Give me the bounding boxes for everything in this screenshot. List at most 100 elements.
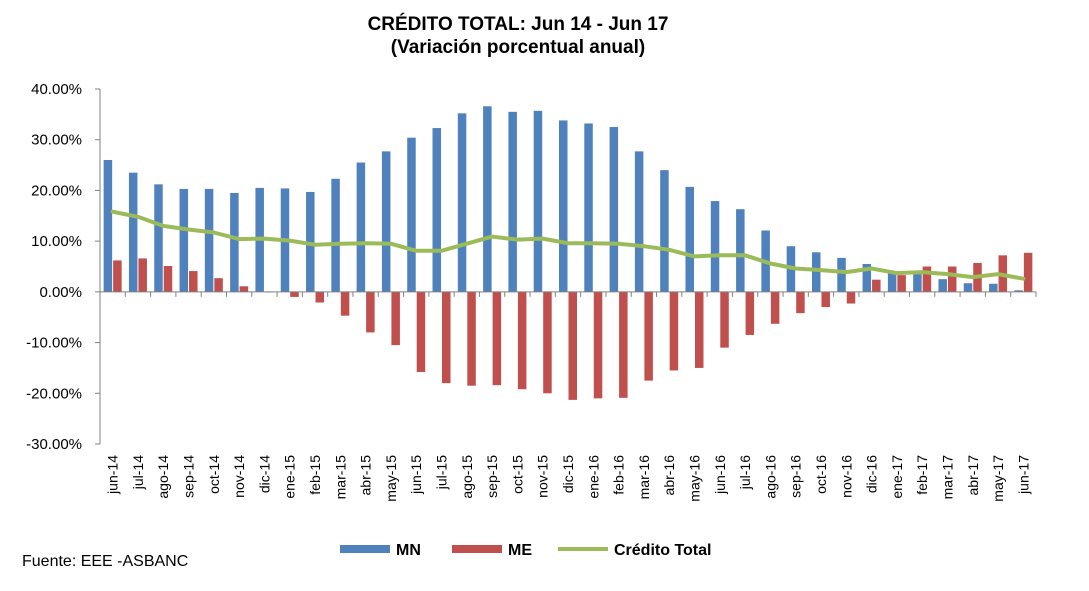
x-tick-label: ago-16 (762, 455, 778, 499)
legend: MN ME Crédito Total (340, 542, 711, 559)
bar-mn (533, 110, 543, 292)
x-tick-label: may-15 (383, 455, 399, 502)
x-tick-label: ago-14 (155, 455, 171, 499)
bar-me (897, 275, 906, 292)
bar-me (290, 291, 299, 297)
x-tick-label: nov-16 (838, 455, 854, 498)
legend-item: MN (340, 542, 421, 559)
bar-mn (204, 188, 214, 292)
x-tick-label: abr-16 (661, 455, 677, 496)
chart-title: CRÉDITO TOTAL: Jun 14 - Jun 17 (368, 13, 669, 35)
x-tick-label: jul-15 (434, 455, 450, 490)
bar-me (214, 278, 223, 292)
legend-swatch (452, 545, 502, 553)
x-tick-label: jul-16 (737, 455, 753, 490)
x-tick-label: jul-14 (130, 455, 146, 490)
x-tick-label: feb-15 (307, 455, 323, 495)
bar-mn (634, 151, 644, 292)
x-tick-label: ene-15 (282, 455, 298, 499)
bar-mn (837, 257, 846, 292)
bar-mn (913, 274, 922, 292)
x-tick-label: may-17 (990, 455, 1006, 502)
y-tick-label: -10.00% (26, 335, 82, 352)
legend-label: MN (396, 542, 421, 559)
bar-me (821, 291, 830, 308)
bar-me (694, 291, 704, 368)
bar-me (846, 291, 856, 304)
x-tick-label: jun-16 (712, 455, 728, 495)
bar-me (745, 291, 755, 335)
x-tick-label: dic-14 (256, 455, 272, 493)
y-tick-label: -30.00% (26, 436, 82, 453)
bar-mn (989, 283, 998, 292)
x-tick-label: mar-15 (332, 455, 348, 500)
bar-me (442, 291, 451, 384)
bar-me (568, 291, 577, 400)
bar-me (315, 291, 325, 303)
bar-me (669, 291, 679, 371)
bar-me (366, 291, 375, 333)
source-note: Fuente: EEE -ASBANC (22, 553, 188, 570)
bar-mn (154, 184, 163, 292)
y-tick-label: 30.00% (31, 132, 82, 149)
legend-label: ME (508, 542, 532, 559)
bar-mn (736, 209, 745, 292)
bar-me (138, 258, 147, 292)
x-tick-label: jun-17 (1015, 455, 1031, 495)
credito-total-line-group (110, 209, 1026, 281)
bar-mn (483, 106, 492, 292)
bar-me (1023, 252, 1033, 292)
x-tick-label: abr-17 (965, 455, 981, 496)
x-tick-label: oct-15 (509, 455, 525, 494)
bar-mn (559, 120, 568, 292)
bar-mn (103, 160, 113, 292)
chart-subtitle: (Variación porcentual anual) (391, 37, 645, 58)
bar-mn (306, 191, 315, 292)
bar-mn (432, 128, 442, 292)
legend-item: Crédito Total (558, 542, 711, 559)
bar-mn (128, 172, 138, 292)
bar-me (189, 271, 198, 292)
bar-mn (710, 201, 720, 292)
x-tick-label: sep-16 (788, 455, 804, 498)
y-tick-label: 10.00% (31, 233, 82, 250)
bar-mn (331, 178, 340, 292)
x-tick-label: abr-15 (358, 455, 374, 496)
bar-mn (887, 271, 897, 292)
x-tick-label: dic-16 (864, 455, 880, 493)
bar-me (796, 291, 805, 314)
bar-me (517, 291, 527, 390)
bar-mn (685, 186, 694, 292)
y-tick-label: 40.00% (31, 81, 82, 98)
bar-me (239, 286, 249, 292)
x-tick-label: ago-15 (459, 455, 475, 499)
x-tick-label: feb-17 (914, 455, 930, 495)
bar-mn (963, 283, 973, 292)
bar-me (770, 291, 780, 324)
x-tick-label: nov-14 (231, 455, 247, 498)
bar-me (593, 291, 603, 399)
x-tick-label: jun-14 (105, 455, 121, 495)
bar-mn (1014, 290, 1023, 292)
x-tick-label: ene-17 (889, 455, 905, 499)
legend-swatch (340, 545, 390, 553)
bar-mn (407, 137, 416, 292)
x-tick-label: ene-16 (585, 455, 601, 499)
x-tick-label: oct-16 (813, 455, 829, 494)
x-tick-label: mar-16 (636, 455, 652, 500)
bar-me (872, 279, 881, 292)
bar-mn (230, 192, 239, 292)
legend-item: ME (452, 542, 532, 559)
bar-me (543, 291, 552, 394)
bar-me (416, 291, 426, 372)
bar-mn (862, 263, 872, 292)
bar-me (492, 291, 502, 386)
x-tick-label: dic-15 (560, 455, 576, 493)
bar-me (720, 291, 729, 348)
y-tick-label: 0.00% (39, 284, 82, 301)
x-tick-label: feb-16 (611, 455, 627, 495)
x-axis: jun-14 jul-14 ago-14 sep-14 oct-14 nov-14 dic-… (99, 291, 1037, 502)
credito-total-line (110, 209, 1026, 281)
bar-mn (938, 279, 947, 292)
